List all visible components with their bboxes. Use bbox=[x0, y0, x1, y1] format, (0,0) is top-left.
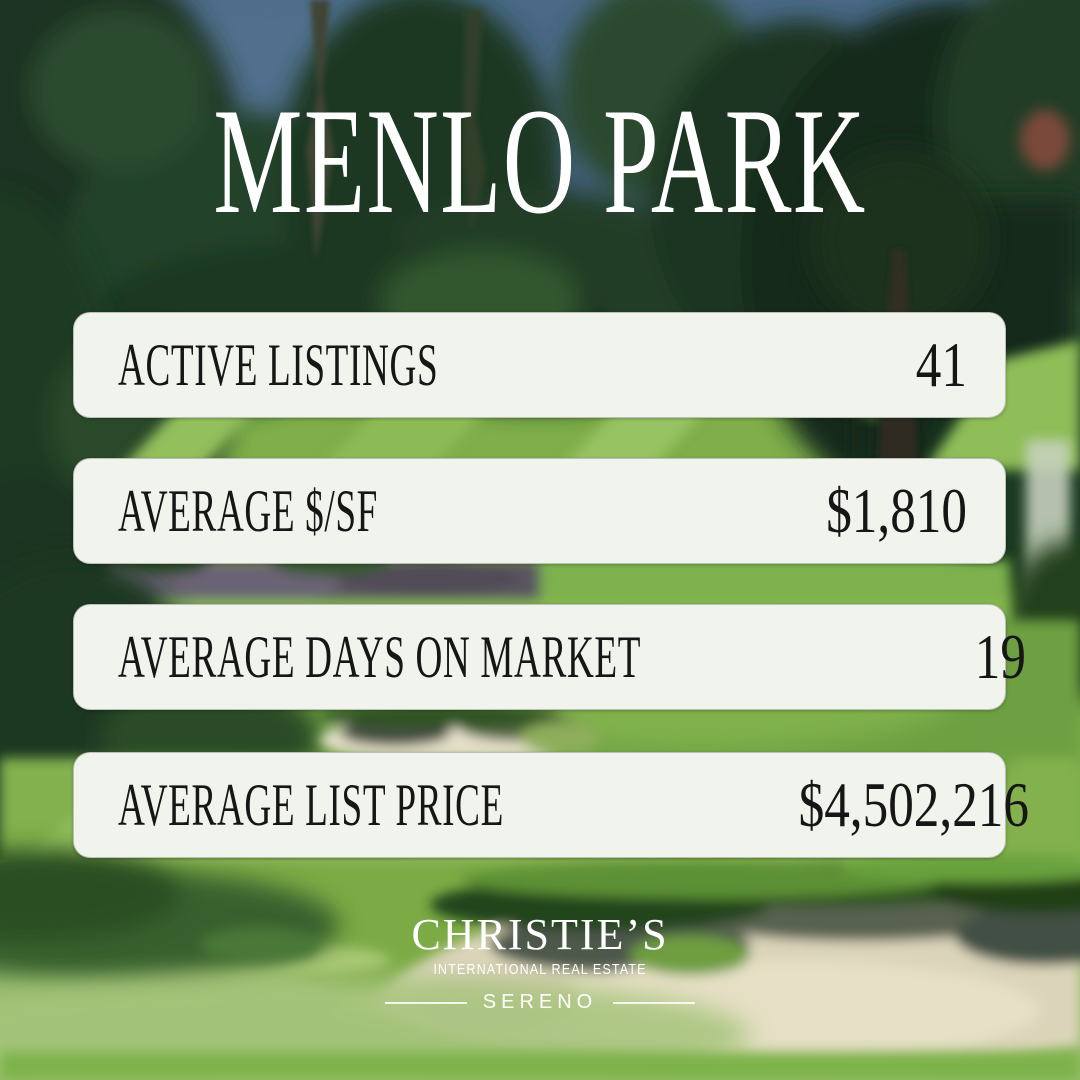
stat-value: 41 bbox=[915, 329, 967, 400]
stat-label: AVERAGE $/SF bbox=[118, 477, 378, 544]
conifer-trees bbox=[306, 0, 1070, 260]
brand-division-row: SERENO bbox=[384, 991, 696, 1014]
brand-subtitle: INTERNATIONAL REAL ESTATE bbox=[413, 961, 667, 978]
brand-subtitle-text: INTERNATIONAL REAL ESTATE bbox=[433, 961, 647, 979]
stat-label: ACTIVE LISTINGS bbox=[118, 331, 439, 398]
stat-card-active-listings: ACTIVE LISTINGS 41 bbox=[73, 312, 1006, 418]
stat-card-average-price-per-sf: AVERAGE $/SF $1,810 bbox=[73, 458, 1006, 564]
brand-logo: CHRISTIE’S INTERNATIONAL REAL ESTATE SER… bbox=[0, 910, 1080, 1014]
brand-name: CHRISTIE’S bbox=[411, 910, 669, 959]
stat-card-average-days-on-market: AVERAGE DAYS ON MARKET 19 bbox=[73, 604, 1026, 710]
stat-label: AVERAGE DAYS ON MARKET bbox=[118, 623, 642, 690]
stat-value: 19 bbox=[974, 621, 1026, 692]
tree-shadow bbox=[0, 850, 1080, 1080]
rule-right bbox=[613, 1001, 696, 1004]
stat-card-average-list-price: AVERAGE LIST PRICE $4,502,216 bbox=[73, 752, 1029, 858]
brand-division: SERENO bbox=[482, 991, 598, 1014]
stat-value: $1,810 bbox=[826, 475, 967, 546]
stat-label: AVERAGE LIST PRICE bbox=[118, 771, 504, 838]
stat-value: $4,502,216 bbox=[798, 769, 1029, 840]
page-title: MENLO PARK bbox=[0, 85, 1080, 237]
rule-left bbox=[384, 1001, 467, 1004]
page-title-text: MENLO PARK bbox=[213, 77, 867, 245]
